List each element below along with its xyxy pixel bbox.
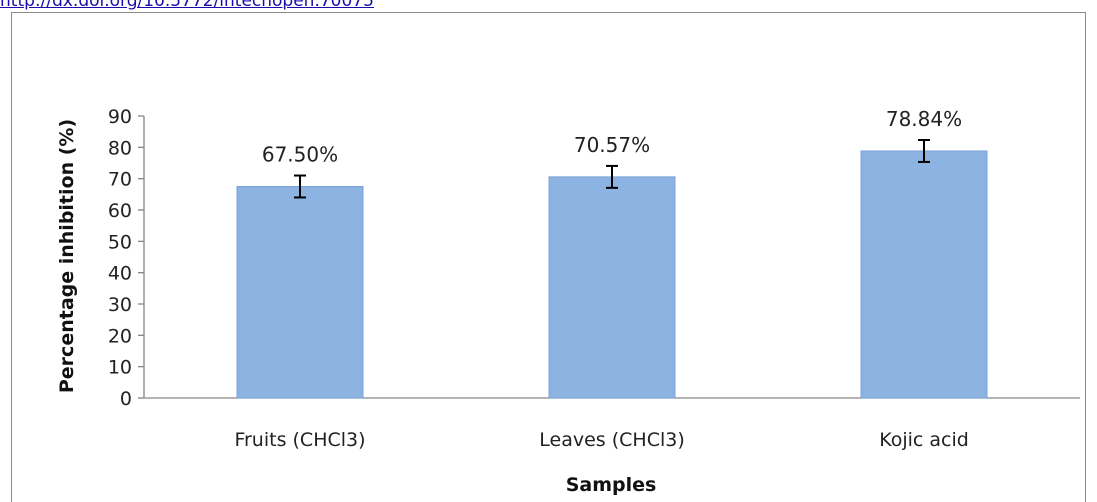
data-label: 70.57% xyxy=(574,133,650,157)
data-label: 78.84% xyxy=(886,107,962,131)
x-axis-title: Samples xyxy=(566,474,657,496)
y-tick-label: 10 xyxy=(108,357,132,379)
y-tick-label: 50 xyxy=(108,231,132,253)
x-tick-label: Kojic acid xyxy=(879,429,969,451)
y-axis-title: Percentage inhibition (%) xyxy=(56,119,78,393)
bars-group xyxy=(236,150,988,399)
y-tick-label: 60 xyxy=(108,200,132,222)
bar xyxy=(548,176,676,399)
y-tick-label: 0 xyxy=(120,388,132,410)
x-tick-label: Leaves (CHCl3) xyxy=(539,429,684,451)
y-axis: 0 10 20 30 40 50 60 70 80 90 xyxy=(108,106,145,410)
doi-link[interactable]: http://dx.doi.org/10.5772/intechopen.700… xyxy=(0,0,374,11)
y-tick-label: 40 xyxy=(108,263,132,285)
y-tick-label: 70 xyxy=(108,169,132,191)
x-tick-label: Fruits (CHCl3) xyxy=(234,429,365,451)
y-tick-label: 30 xyxy=(108,294,132,316)
y-tick-label: 80 xyxy=(108,137,132,159)
y-tick-label: 20 xyxy=(108,325,132,347)
bar xyxy=(236,186,364,399)
data-labels-group: 67.50% 70.57% 78.84% xyxy=(262,107,962,167)
error-bars-group xyxy=(294,139,930,199)
chart-frame xyxy=(11,12,1086,502)
bar xyxy=(860,150,988,399)
y-tick-label: 90 xyxy=(108,106,132,128)
data-label: 67.50% xyxy=(262,143,338,167)
category-labels-group: Fruits (CHCl3) Leaves (CHCl3) Kojic acid xyxy=(234,429,968,451)
